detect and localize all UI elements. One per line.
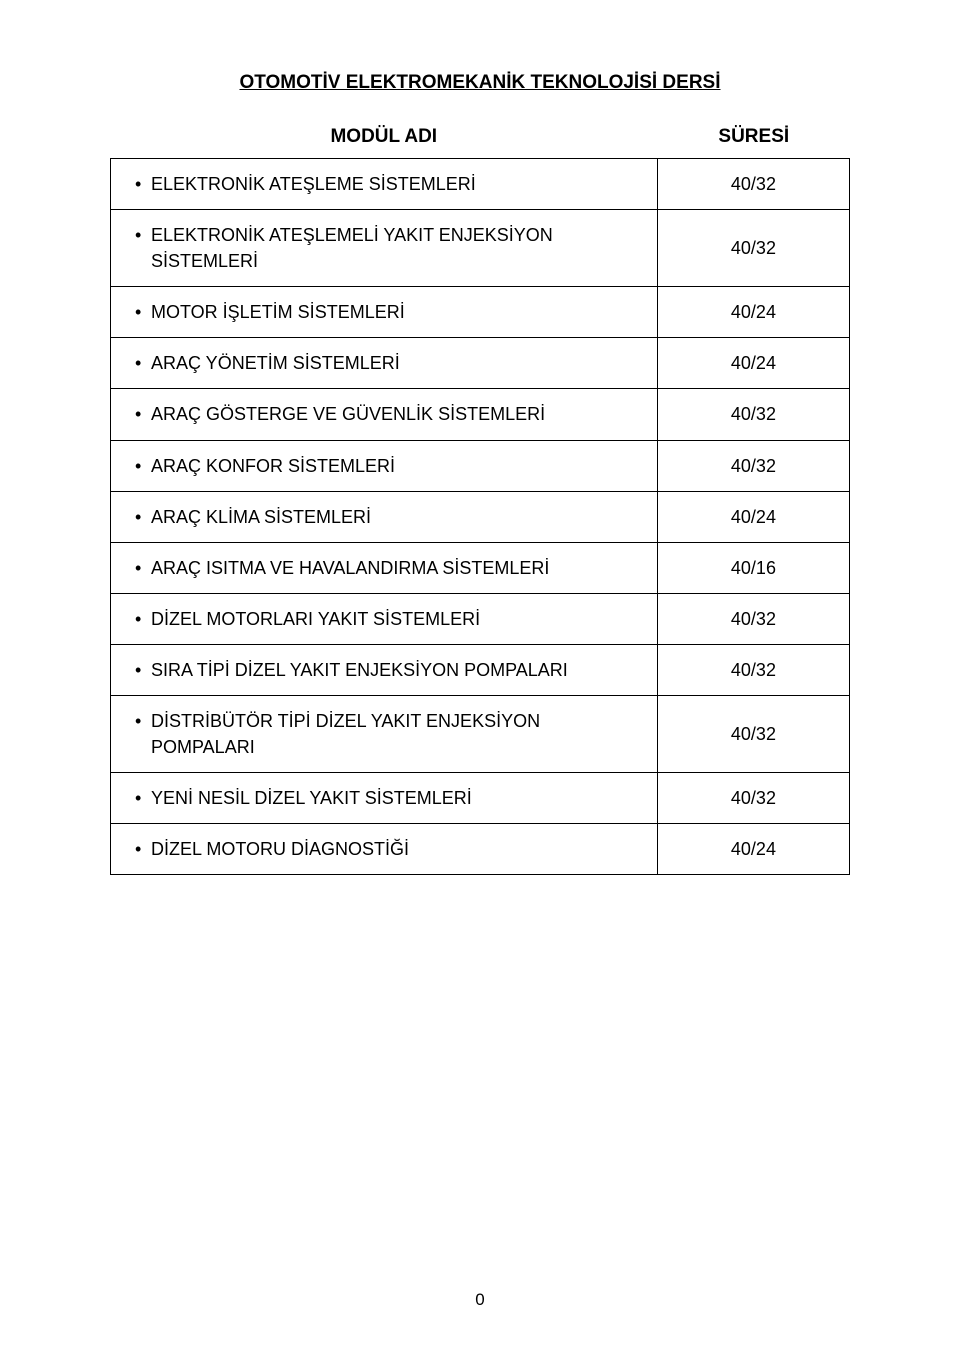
module-name-text: ARAÇ KONFOR SİSTEMLERİ	[151, 453, 647, 479]
module-table-body: • ELEKTRONİK ATEŞLEME SİSTEMLERİ 40/32 •…	[111, 159, 850, 875]
table-row: • SIRA TİPİ DİZEL YAKIT ENJEKSİYON POMPA…	[111, 644, 850, 695]
table-row: • DİSTRİBÜTÖR TİPİ DİZEL YAKIT ENJEKSİYO…	[111, 696, 850, 773]
table-header-name: MODÜL ADI	[110, 126, 658, 148]
module-name-text: ELEKTRONİK ATEŞLEME SİSTEMLERİ	[151, 171, 647, 197]
table-row: • ARAÇ KONFOR SİSTEMLERİ 40/32	[111, 440, 850, 491]
module-name-cell: • ELEKTRONİK ATEŞLEME SİSTEMLERİ	[111, 159, 658, 210]
module-duration-cell: 40/24	[657, 338, 849, 389]
bullet-icon: •	[125, 657, 151, 683]
module-duration-cell: 40/32	[657, 644, 849, 695]
module-name-text: MOTOR İŞLETİM SİSTEMLERİ	[151, 299, 647, 325]
module-name-cell: • SIRA TİPİ DİZEL YAKIT ENJEKSİYON POMPA…	[111, 644, 658, 695]
bullet-icon: •	[125, 555, 151, 581]
bullet-line: • YENİ NESİL DİZEL YAKIT SİSTEMLERİ	[125, 785, 647, 811]
module-name-cell: • ARAÇ KLİMA SİSTEMLERİ	[111, 491, 658, 542]
module-table: • ELEKTRONİK ATEŞLEME SİSTEMLERİ 40/32 •…	[110, 158, 850, 875]
table-row: • ARAÇ KLİMA SİSTEMLERİ 40/24	[111, 491, 850, 542]
bullet-line: • ARAÇ YÖNETİM SİSTEMLERİ	[125, 350, 647, 376]
module-name-text: ARAÇ YÖNETİM SİSTEMLERİ	[151, 350, 647, 376]
module-duration-cell: 40/32	[657, 593, 849, 644]
bullet-icon: •	[125, 708, 151, 734]
table-row: • ARAÇ GÖSTERGE VE GÜVENLİK SİSTEMLERİ 4…	[111, 389, 850, 440]
bullet-icon: •	[125, 453, 151, 479]
document-title: OTOMOTİV ELEKTROMEKANİK TEKNOLOJİSİ DERS…	[110, 72, 850, 94]
module-name-text: ARAÇ GÖSTERGE VE GÜVENLİK SİSTEMLERİ	[151, 401, 647, 427]
bullet-icon: •	[125, 350, 151, 376]
module-name-text: DİSTRİBÜTÖR TİPİ DİZEL YAKIT ENJEKSİYON …	[151, 708, 647, 760]
module-name-text: ARAÇ KLİMA SİSTEMLERİ	[151, 504, 647, 530]
bullet-icon: •	[125, 606, 151, 632]
table-header-row: MODÜL ADI SÜRESİ	[110, 126, 850, 148]
module-duration-cell: 40/24	[657, 491, 849, 542]
table-row: • DİZEL MOTORLARI YAKIT SİSTEMLERİ 40/32	[111, 593, 850, 644]
page-container: OTOMOTİV ELEKTROMEKANİK TEKNOLOJİSİ DERS…	[0, 0, 960, 1360]
table-row: • ARAÇ ISITMA VE HAVALANDIRMA SİSTEMLERİ…	[111, 542, 850, 593]
table-row: • ELEKTRONİK ATEŞLEMELİ YAKIT ENJEKSİYON…	[111, 210, 850, 287]
module-duration-cell: 40/32	[657, 389, 849, 440]
module-name-text: YENİ NESİL DİZEL YAKIT SİSTEMLERİ	[151, 785, 647, 811]
module-name-cell: • ARAÇ GÖSTERGE VE GÜVENLİK SİSTEMLERİ	[111, 389, 658, 440]
module-name-cell: • ARAÇ YÖNETİM SİSTEMLERİ	[111, 338, 658, 389]
module-duration-cell: 40/24	[657, 824, 849, 875]
table-row: • MOTOR İŞLETİM SİSTEMLERİ 40/24	[111, 287, 850, 338]
bullet-line: • ARAÇ KLİMA SİSTEMLERİ	[125, 504, 647, 530]
bullet-line: • MOTOR İŞLETİM SİSTEMLERİ	[125, 299, 647, 325]
module-duration-cell: 40/32	[657, 159, 849, 210]
bullet-icon: •	[125, 171, 151, 197]
bullet-line: • DİSTRİBÜTÖR TİPİ DİZEL YAKIT ENJEKSİYO…	[125, 708, 647, 760]
module-duration-cell: 40/32	[657, 773, 849, 824]
module-name-cell: • ELEKTRONİK ATEŞLEMELİ YAKIT ENJEKSİYON…	[111, 210, 658, 287]
module-name-cell: • YENİ NESİL DİZEL YAKIT SİSTEMLERİ	[111, 773, 658, 824]
bullet-line: • ARAÇ KONFOR SİSTEMLERİ	[125, 453, 647, 479]
table-row: • YENİ NESİL DİZEL YAKIT SİSTEMLERİ 40/3…	[111, 773, 850, 824]
module-name-text: DİZEL MOTORU DİAGNOSTİĞİ	[151, 836, 647, 862]
module-name-cell: • DİZEL MOTORLARI YAKIT SİSTEMLERİ	[111, 593, 658, 644]
bullet-icon: •	[125, 785, 151, 811]
module-name-cell: • DİSTRİBÜTÖR TİPİ DİZEL YAKIT ENJEKSİYO…	[111, 696, 658, 773]
module-name-cell: • ARAÇ KONFOR SİSTEMLERİ	[111, 440, 658, 491]
module-duration-cell: 40/24	[657, 287, 849, 338]
bullet-icon: •	[125, 504, 151, 530]
module-name-cell: • DİZEL MOTORU DİAGNOSTİĞİ	[111, 824, 658, 875]
module-duration-cell: 40/32	[657, 210, 849, 287]
table-row: • ELEKTRONİK ATEŞLEME SİSTEMLERİ 40/32	[111, 159, 850, 210]
module-duration-cell: 40/32	[657, 696, 849, 773]
module-duration-cell: 40/16	[657, 542, 849, 593]
bullet-icon: •	[125, 401, 151, 427]
module-name-text: ELEKTRONİK ATEŞLEMELİ YAKIT ENJEKSİYON S…	[151, 222, 647, 274]
bullet-icon: •	[125, 836, 151, 862]
table-header-duration: SÜRESİ	[658, 126, 850, 148]
table-row: • ARAÇ YÖNETİM SİSTEMLERİ 40/24	[111, 338, 850, 389]
bullet-line: • ELEKTRONİK ATEŞLEME SİSTEMLERİ	[125, 171, 647, 197]
bullet-line: • ARAÇ ISITMA VE HAVALANDIRMA SİSTEMLERİ	[125, 555, 647, 581]
bullet-line: • ARAÇ GÖSTERGE VE GÜVENLİK SİSTEMLERİ	[125, 401, 647, 427]
module-duration-cell: 40/32	[657, 440, 849, 491]
module-name-text: DİZEL MOTORLARI YAKIT SİSTEMLERİ	[151, 606, 647, 632]
module-name-text: SIRA TİPİ DİZEL YAKIT ENJEKSİYON POMPALA…	[151, 657, 647, 683]
bullet-icon: •	[125, 222, 151, 248]
page-number: 0	[0, 1290, 960, 1310]
bullet-icon: •	[125, 299, 151, 325]
module-name-text: ARAÇ ISITMA VE HAVALANDIRMA SİSTEMLERİ	[151, 555, 647, 581]
bullet-line: • DİZEL MOTORLARI YAKIT SİSTEMLERİ	[125, 606, 647, 632]
module-name-cell: • ARAÇ ISITMA VE HAVALANDIRMA SİSTEMLERİ	[111, 542, 658, 593]
bullet-line: • SIRA TİPİ DİZEL YAKIT ENJEKSİYON POMPA…	[125, 657, 647, 683]
table-row: • DİZEL MOTORU DİAGNOSTİĞİ 40/24	[111, 824, 850, 875]
bullet-line: • DİZEL MOTORU DİAGNOSTİĞİ	[125, 836, 647, 862]
module-name-cell: • MOTOR İŞLETİM SİSTEMLERİ	[111, 287, 658, 338]
bullet-line: • ELEKTRONİK ATEŞLEMELİ YAKIT ENJEKSİYON…	[125, 222, 647, 274]
